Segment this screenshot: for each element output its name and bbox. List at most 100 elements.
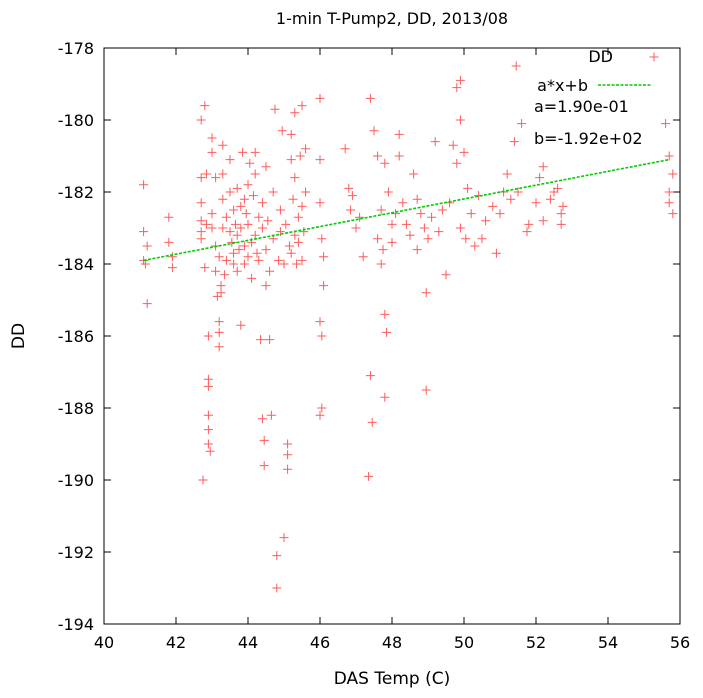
data-point (142, 241, 152, 251)
data-point (299, 227, 309, 237)
data-point (257, 414, 267, 424)
data-point (261, 281, 271, 291)
data-point (218, 169, 228, 179)
data-point (283, 464, 293, 474)
data-point (509, 137, 519, 147)
legend-marker-plus (649, 52, 659, 62)
x-tick-label: 50 (454, 633, 474, 652)
data-point (668, 209, 678, 219)
y-tick-labels: -178 -180 -182 -184 -186 -188 -190 -192 -194 (58, 39, 94, 634)
data-point (441, 270, 451, 280)
data-point (369, 126, 379, 136)
data-point (250, 169, 260, 179)
data-point (286, 155, 296, 165)
data-point (315, 198, 325, 208)
data-point (270, 104, 280, 114)
data-point (196, 173, 206, 183)
data-point (380, 309, 390, 319)
data-point (196, 216, 206, 226)
data-point (502, 169, 512, 179)
data-point (455, 75, 465, 85)
data-point (281, 219, 291, 229)
data-point (196, 115, 206, 125)
data-point (668, 169, 678, 179)
data-point (488, 201, 498, 211)
data-point (203, 331, 213, 341)
y-tick-label: -178 (58, 39, 94, 58)
data-point (286, 129, 296, 139)
data-point (202, 219, 212, 229)
data-point (265, 266, 275, 276)
data-point (247, 273, 257, 283)
data-point (279, 533, 289, 543)
data-point (383, 187, 393, 197)
data-point (405, 230, 415, 240)
data-point (140, 259, 150, 269)
data-point (409, 169, 419, 179)
data-point (196, 234, 206, 244)
data-point (427, 212, 437, 222)
data-point (203, 425, 213, 435)
data-point (239, 259, 249, 269)
data-point (664, 151, 674, 161)
data-point (207, 223, 217, 233)
x-tick-label: 56 (670, 633, 690, 652)
data-point (225, 227, 235, 237)
data-point (452, 83, 462, 93)
data-point (513, 187, 523, 197)
data-point (387, 237, 397, 247)
data-point (203, 410, 213, 420)
x-tick-label: 52 (526, 633, 546, 652)
data-point (301, 187, 311, 197)
data-point (229, 205, 239, 215)
data-point (376, 205, 386, 215)
data-point (207, 147, 217, 157)
annotation-a: a=1.90e-01 (534, 97, 629, 116)
data-point (412, 194, 422, 204)
data-point (290, 173, 300, 183)
data-point (376, 259, 386, 269)
data-point (254, 255, 264, 265)
data-point (664, 187, 674, 197)
data-point (257, 198, 267, 208)
data-point (239, 194, 249, 204)
data-point (558, 201, 568, 211)
data-point (256, 335, 266, 345)
data-point (387, 219, 397, 229)
data-point (203, 439, 213, 449)
data-point (461, 234, 471, 244)
data-point (664, 198, 674, 208)
data-point (459, 147, 469, 157)
data-point (221, 212, 231, 222)
data-point (347, 191, 357, 201)
data-point (218, 140, 228, 150)
data-point (198, 475, 208, 485)
data-point (297, 255, 307, 265)
data-point (365, 371, 375, 381)
data-point (245, 158, 255, 168)
data-point (491, 248, 501, 258)
x-tick-label: 40 (94, 633, 114, 652)
data-point (214, 342, 224, 352)
data-point (236, 201, 246, 211)
x-tick-label: 42 (166, 633, 186, 652)
data-point (286, 248, 296, 258)
data-point (164, 237, 174, 247)
data-point (301, 144, 311, 154)
x-tick-label: 46 (310, 633, 330, 652)
data-point (506, 194, 516, 204)
data-point (401, 219, 411, 229)
data-point (232, 183, 242, 193)
data-point (317, 331, 327, 341)
data-point (412, 245, 422, 255)
y-tick-label: -186 (58, 327, 94, 346)
data-point (364, 471, 374, 481)
data-point (139, 180, 149, 190)
data-point (315, 93, 325, 103)
data-point (351, 223, 361, 233)
data-point (315, 410, 325, 420)
legend-marker-dd (649, 52, 659, 62)
x-tick-label: 44 (238, 633, 258, 652)
data-point (317, 234, 327, 244)
